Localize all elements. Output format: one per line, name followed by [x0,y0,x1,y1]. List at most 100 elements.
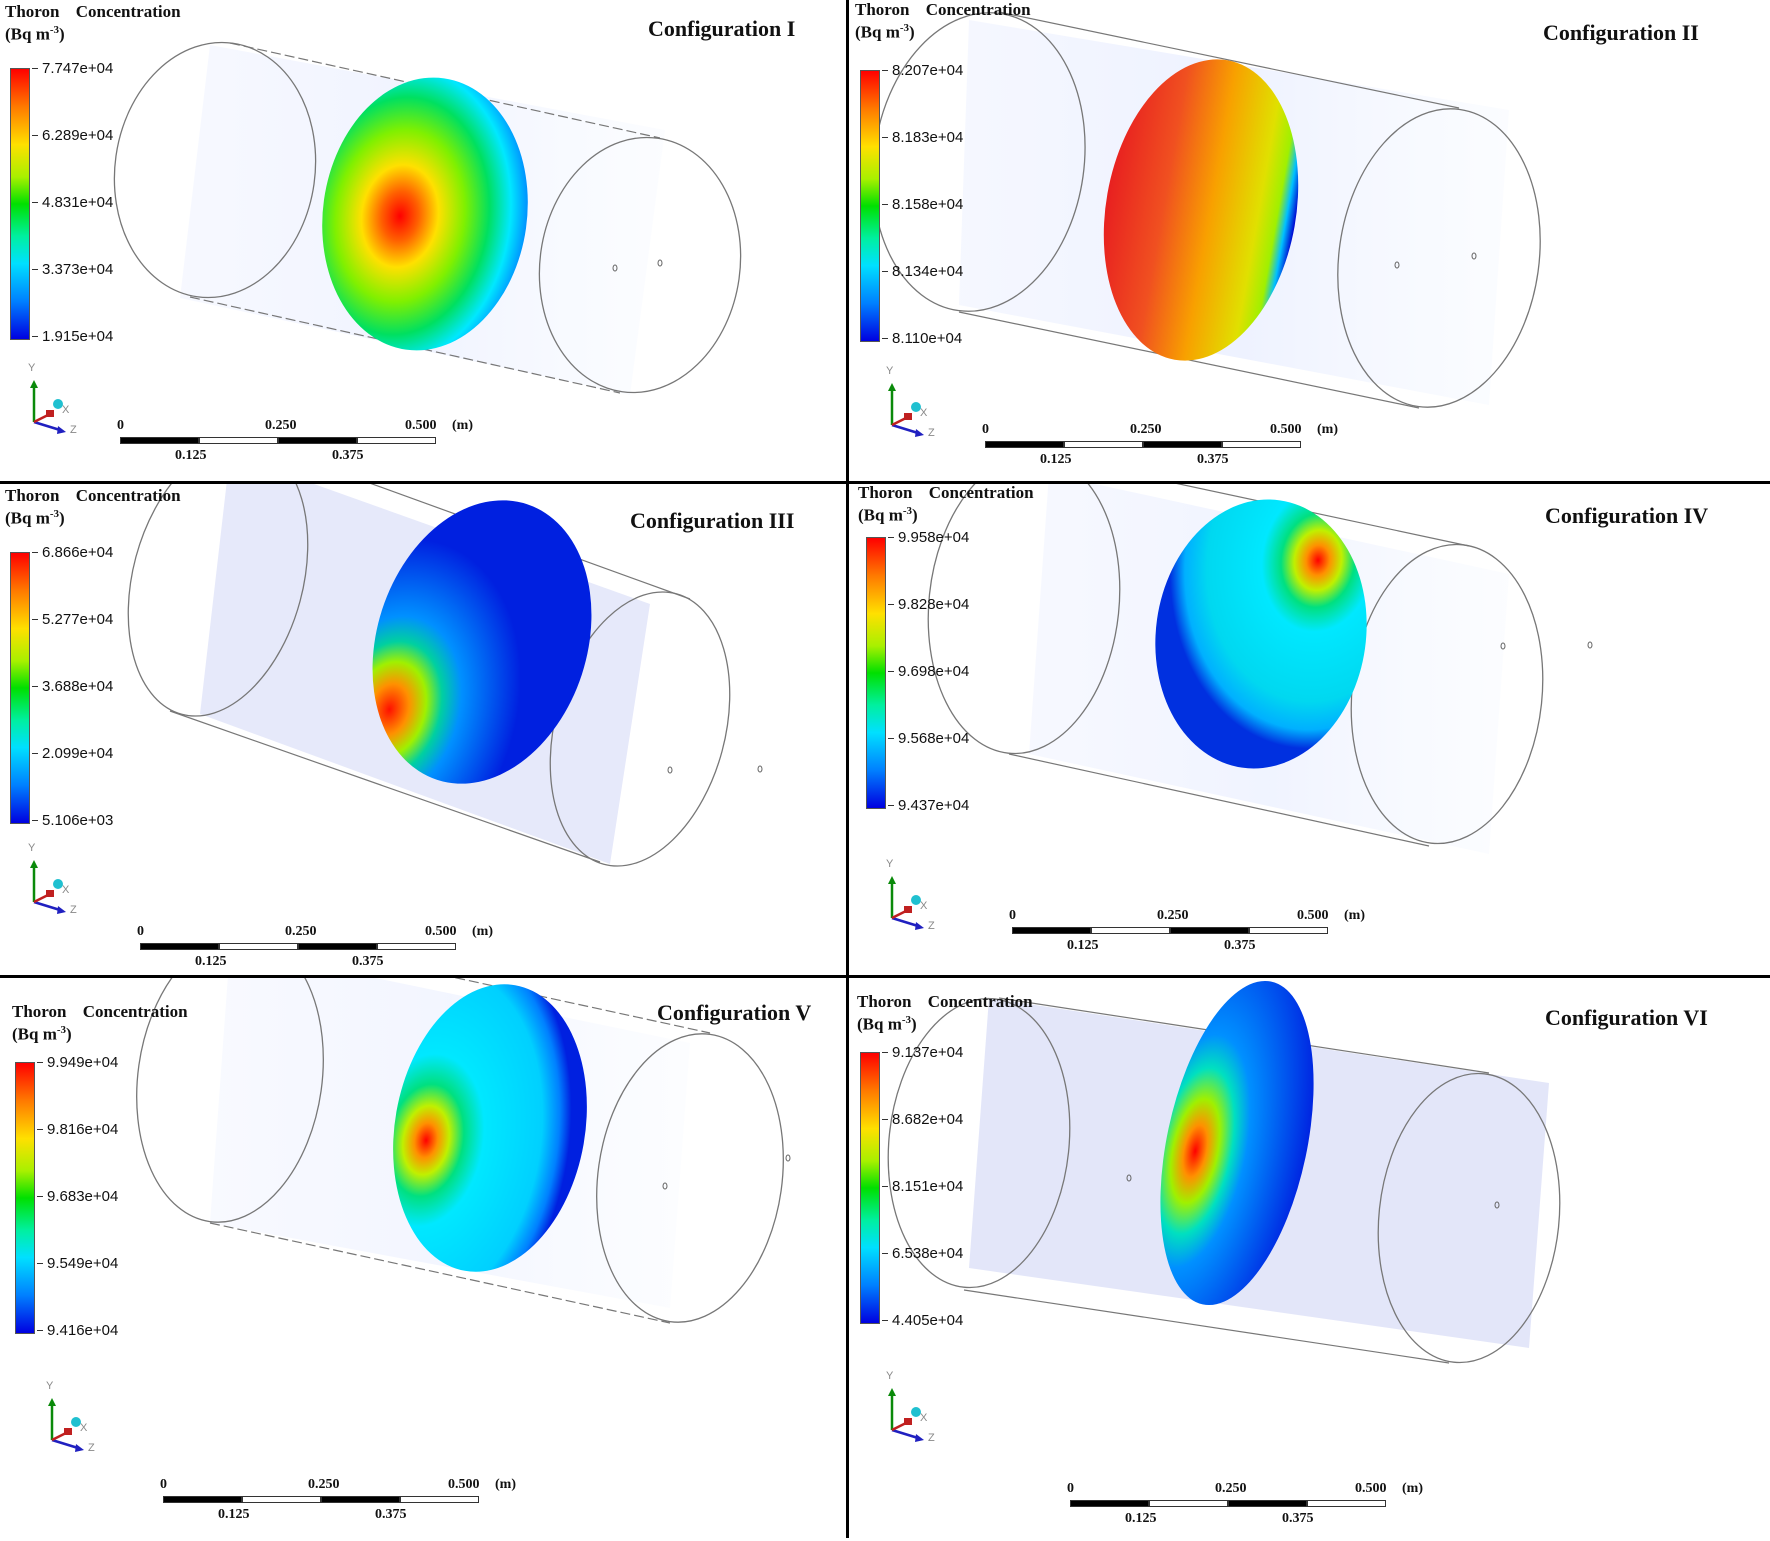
color-bar-tick-label: 2.099e+04 [31,745,114,762]
cross-section-disk [1155,499,1367,769]
scale-bar-label: 0.375 [375,1507,407,1522]
panel-configuration-v [0,978,885,1490]
color-bar-tick-label: 8.158e+04 [881,196,964,213]
axis-label-x: X [62,404,70,416]
color-bar-tick-label: 9.698e+04 [887,663,970,680]
outlet-point [1394,261,1400,269]
color-bar [860,70,880,342]
cylinder-top-edge [229,42,661,139]
configuration-label: Configuration IV [1545,503,1709,528]
axis-label-z: Z [88,1442,95,1454]
scale-bar: 0 0.250 0.500 (m) 0.125 0.375 [160,1477,516,1537]
legend-unit-close: ) [66,1024,72,1044]
scale-bar-label: 0.125 [175,448,207,463]
axis-label-y: Y [28,362,36,374]
cross-section-disk [372,500,592,784]
scale-bar-label: 0.250 [1130,422,1162,437]
configuration-label: Configuration I [648,16,796,41]
legend-unit-close: ) [909,22,915,42]
legend-unit-exponent: -3 [49,508,60,520]
scale-bar-segment [985,441,1064,448]
legend-unit: (Bq m [5,24,50,44]
cylinder-bottom-edge [1008,753,1430,847]
legend-unit: (Bq m [12,1024,57,1044]
scale-bar-label: 0.375 [1197,452,1229,467]
axis-label-y: Y [886,858,894,870]
scale-bar-segment [278,437,357,444]
cylinder-left-cap [887,997,1071,1289]
legend-title: Thoron Concentration (Bq m-3) [858,483,1034,525]
cylinder-scene [113,41,742,395]
scale-bar-unit: (m) [472,924,493,939]
legend-title-line2: (Bq m-3) [12,1021,188,1044]
axis-label-x: X [920,1412,928,1424]
outlet-point [1494,1201,1500,1209]
cylinder-right-cap [1377,1072,1561,1364]
scale-bar-label: 0.250 [265,418,297,433]
cylinder-right-cap [538,136,742,394]
color-bar-tick-label: 9.958e+04 [887,529,970,546]
axis-label-z: Z [928,427,935,439]
scale-bar-segment [1143,441,1222,448]
configuration-label: Configuration III [630,508,795,533]
legend-title-line2: (Bq m-3) [5,505,181,528]
panel-configuration-ii [849,0,1734,512]
legend-title-line1: Thoron Concentration [858,483,1034,502]
scale-bar-segment [163,1496,242,1503]
legend-unit-exponent: -3 [56,1024,67,1036]
scale-bar-label: 0 [137,924,144,939]
horizontal-divider [0,481,1770,484]
color-bar-tick-label: 4.831e+04 [31,194,114,211]
scale-bar-label: 0.250 [1215,1481,1247,1496]
cylinder-scene [136,978,791,1324]
color-bar-tick-label: 8.134e+04 [881,263,964,280]
panel-configuration-iii [0,484,885,996]
scale-bar-segment [219,943,298,950]
configuration-label: Configuration II [1543,20,1699,45]
scale-bar-segment [120,437,199,444]
scale-bar-segment [1307,1500,1386,1507]
color-bar [866,537,886,809]
panel-configuration-i [0,0,885,512]
legend-title-line1: Thoron Concentration [5,486,181,505]
cylinder-left-cap [136,978,324,1223]
color-bar-tick-label: 9.568e+04 [887,730,970,747]
legend-unit-exponent: -3 [902,505,913,517]
color-bar-tick-label: 4.405e+04 [881,1312,964,1329]
panel-configuration-iv [849,484,1734,996]
horizontal-divider [0,975,1770,978]
scale-bar-segment [1249,927,1328,934]
legend-title-line1: Thoron Concentration [857,992,1033,1011]
outlet-point [612,264,618,272]
color-bar-tick-label: 8.110e+04 [881,330,963,347]
scale-bar-segment [1070,1500,1149,1507]
cylinder-top-edge [1176,484,1470,547]
legend-unit-close: ) [912,505,918,525]
color-bar-tick-label: 7.747e+04 [31,60,114,77]
cylinder-left-cap [927,484,1121,755]
scale-bar-label: 0.500 [1270,422,1302,437]
scale-bar-label: 0.250 [1157,908,1189,923]
legend-unit-exponent: -3 [901,1014,912,1026]
axis-label-z: Z [70,904,77,916]
legend-unit-close: ) [911,1014,917,1034]
scale-bar-label: 0.125 [218,1507,250,1522]
color-bar-tick-label: 9.949e+04 [36,1054,119,1071]
cross-section-disk [1160,980,1314,1306]
scale-bar-segment [1012,927,1091,934]
cylinder-scene [927,484,1593,854]
color-bar-tick-label: 5.277e+04 [31,611,114,628]
color-bar-tick-label: 3.373e+04 [31,261,114,278]
axis-label-z: Z [70,424,77,436]
scale-bar: 0 0.250 0.500 (m) 0.125 0.375 [1009,908,1365,968]
legend-title-line2: (Bq m-3) [858,502,1034,525]
cylinder-bottom-edge [963,1289,1450,1364]
color-bar-tick-label: 8.183e+04 [881,129,964,146]
scale-bar-label: 0.125 [195,954,227,969]
outlet-point [1126,1174,1132,1182]
axis-label-x: X [920,407,928,419]
cross-section-disk [322,77,528,351]
